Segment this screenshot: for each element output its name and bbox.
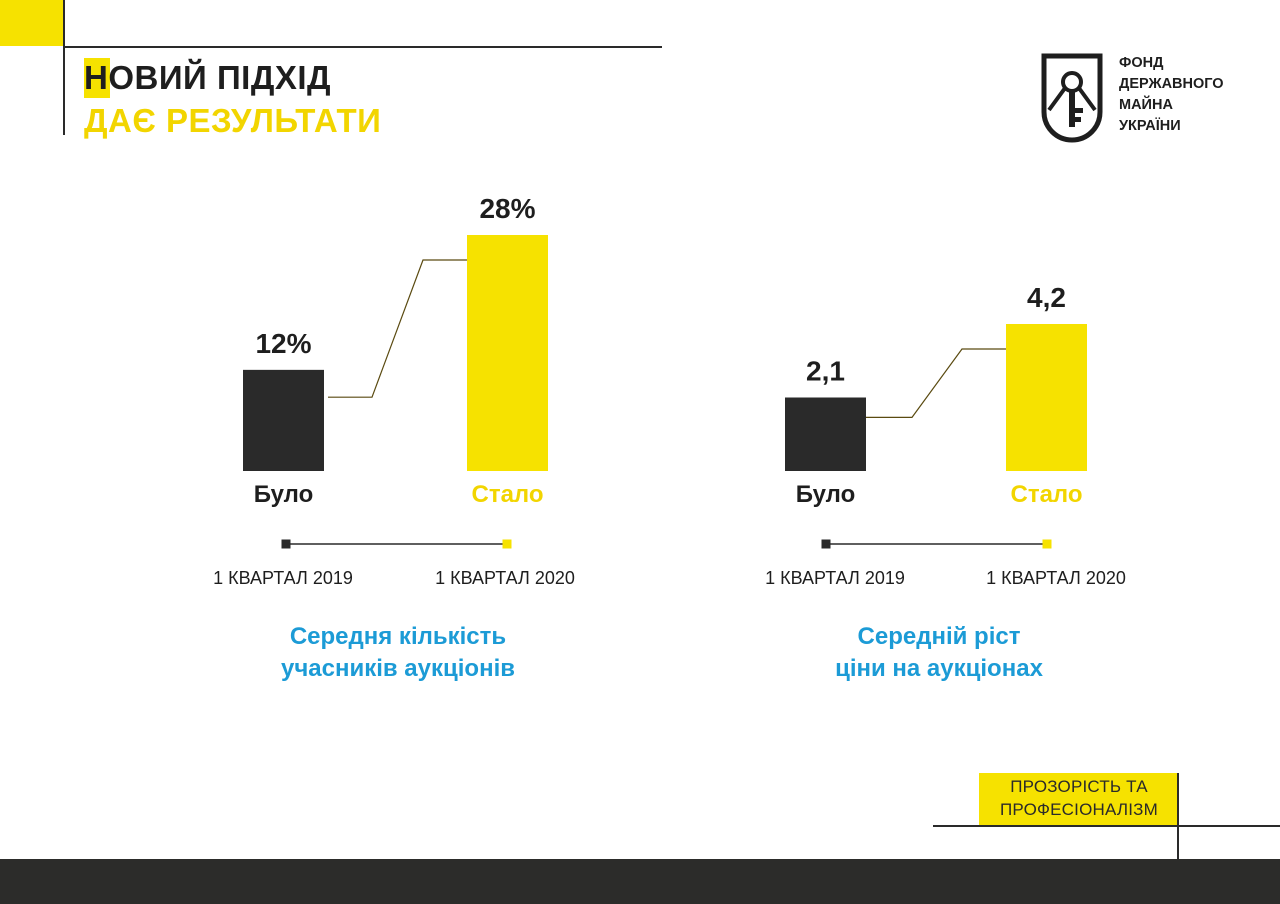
footer-line-horizontal [933,825,1280,827]
timeline-marker [821,539,831,549]
corner-accent-block [0,0,64,46]
chart-title-line: ціни на аукціонах [835,655,1043,682]
bar-before [243,369,324,471]
chart-title-line: учасників аукціонів [280,655,516,682]
data-label: 28% [479,193,535,224]
logo-text-line: ФОНД [1119,55,1164,71]
chart-title-price-growth: Середній ріст ціни на аукціонах [729,621,1149,685]
chart-title-participants: Середня кількість учасників аукціонів [188,621,608,685]
connector-line [866,348,1006,418]
frame-line-vertical [63,0,65,135]
period-label-2019: 1 КВАРТАЛ 2019 [765,568,905,588]
footer-bar [0,859,1280,904]
logo-text: ФОНД ДЕРЖАВНОГО МАЙНА УКРАЇНИ [1119,53,1259,137]
data-label: 12% [255,328,311,359]
footer-tag-line: ПРОЗОРІСТЬ ТА [1010,777,1148,796]
timeline-marker [502,539,512,549]
period-label-2019: 1 КВАРТАЛ 2019 [213,568,353,588]
connector-line [328,259,467,398]
page-title-line-1: НОВИЙ ПІДХІД [84,59,332,96]
page-title-line-2: ДАЄ РЕЗУЛЬТАТИ [84,102,382,139]
frame-line-horizontal [64,46,662,48]
bar-after [1006,324,1087,471]
logo-text-line: УКРАЇНИ [1119,118,1181,134]
footer-line-vertical [1177,773,1179,859]
logo-text-line: МАЙНА [1119,97,1173,113]
data-label: 2,1 [806,356,845,387]
bar-after [467,235,548,471]
period-label-2020: 1 КВАРТАЛ 2020 [986,568,1126,588]
logo-text-line: ДЕРЖАВНОГО [1119,76,1224,92]
timeline-marker [281,539,291,549]
footer-tag-background [979,773,1179,825]
category-label: Стало [1010,481,1082,508]
period-label-2020: 1 КВАРТАЛ 2020 [435,568,575,588]
key-shield-icon [1041,53,1103,143]
data-label: 4,2 [1027,282,1066,313]
footer-tag-line: ПРОФЕСІОНАЛІЗМ [1000,800,1158,819]
timeline-marker [1042,539,1052,549]
category-label: Стало [471,481,543,508]
title-accent-block [84,58,110,98]
category-label: Було [796,481,856,508]
category-label: Було [254,481,314,508]
footer-tag: ПРОЗОРІСТЬ ТА ПРОФЕСІОНАЛІЗМ [979,775,1179,821]
chart-title-line: Середня кількість [289,623,507,650]
bar-before [785,397,866,471]
chart-title-line: Середній ріст [857,623,1021,650]
